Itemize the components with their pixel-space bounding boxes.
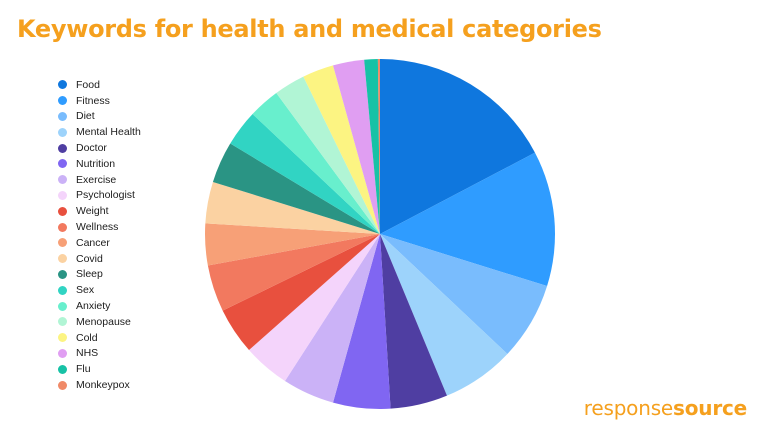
legend-label: Mental Health xyxy=(76,126,141,139)
legend-swatch xyxy=(58,301,67,311)
pie-slice-cold xyxy=(303,65,380,235)
legend-label: Psychologist xyxy=(76,189,135,202)
legend-item: Flu xyxy=(58,361,141,377)
legend-item: Monkeypox xyxy=(58,377,141,393)
legend-label: Sex xyxy=(76,284,95,297)
legend-item: Anxiety xyxy=(58,298,141,314)
pie-slice-exercise xyxy=(284,234,380,403)
legend-label: Monkeypox xyxy=(76,379,130,392)
pie-slice-flu xyxy=(364,59,380,235)
legend-item: Menopause xyxy=(58,314,141,330)
legend-label: Diet xyxy=(76,110,95,123)
responsesource-logo: responsesource xyxy=(584,396,747,420)
legend-label: Anxiety xyxy=(76,300,111,313)
pie-slice-anxiety xyxy=(252,93,380,234)
legend-item: NHS xyxy=(58,346,141,362)
pie-slice-wellness xyxy=(207,234,380,311)
legend-label: Doctor xyxy=(76,142,107,155)
legend-item: Mental Health xyxy=(58,124,141,140)
legend-swatch xyxy=(58,254,67,264)
legend-swatch xyxy=(58,111,67,121)
pie-slice-menopause xyxy=(276,76,380,234)
legend-swatch xyxy=(58,175,67,185)
legend-swatch xyxy=(58,348,67,358)
legend-label: Food xyxy=(76,78,100,91)
pie-slice-nhs xyxy=(333,59,380,234)
legend-item: Sex xyxy=(58,282,141,298)
legend-swatch xyxy=(58,190,67,200)
legend-swatch xyxy=(58,364,67,374)
legend-swatch xyxy=(58,238,67,248)
legend-item: Cold xyxy=(58,330,141,346)
legend-label: Weight xyxy=(76,205,109,218)
pie-slice-food xyxy=(380,59,535,234)
legend-label: Nutrition xyxy=(76,157,116,170)
legend-swatch xyxy=(58,80,67,90)
legend-item: Psychologist xyxy=(58,188,141,204)
legend-label: Menopause xyxy=(76,315,131,328)
legend-swatch xyxy=(58,285,67,295)
legend-label: Cancer xyxy=(76,236,110,249)
legend-label: Covid xyxy=(76,252,103,265)
legend-item: Covid xyxy=(58,251,141,267)
pie-slice-doctor xyxy=(380,234,447,409)
legend-swatch xyxy=(58,333,67,343)
legend-label: Cold xyxy=(76,331,98,344)
pie-slice-weight xyxy=(222,234,380,351)
pie-slice-mental-health xyxy=(380,234,508,396)
legend-swatch xyxy=(58,380,67,390)
pie-slice-monkeypox xyxy=(377,58,380,235)
legend-label: Wellness xyxy=(76,221,119,234)
pie-slice-fitness xyxy=(380,152,556,287)
legend-label: Fitness xyxy=(76,94,110,107)
pie-slice-covid xyxy=(205,181,380,234)
legend-swatch xyxy=(58,317,67,327)
legend-swatch xyxy=(58,269,67,279)
legend-item: Sleep xyxy=(58,267,141,283)
pie-slice-diet xyxy=(380,234,548,354)
pie-slice-cancer xyxy=(205,223,380,266)
chart-legend: Food Fitness Diet Mental Health Doctor Nutrit… xyxy=(58,77,141,393)
legend-item: Doctor xyxy=(58,140,141,156)
legend-swatch xyxy=(58,96,67,106)
legend-item: Fitness xyxy=(58,93,141,109)
legend-item: Wellness xyxy=(58,219,141,235)
legend-swatch xyxy=(58,143,67,153)
logo-part-source: source xyxy=(673,396,747,420)
legend-label: Exercise xyxy=(76,173,117,186)
legend-label: Flu xyxy=(76,363,91,376)
legend-item: Weight xyxy=(58,203,141,219)
legend-label: Sleep xyxy=(76,268,103,281)
logo-part-response: response xyxy=(583,396,674,420)
legend-swatch xyxy=(58,222,67,232)
legend-item: Nutrition xyxy=(58,156,141,172)
legend-swatch xyxy=(58,206,67,216)
legend-item: Cancer xyxy=(58,235,141,251)
chart-title: Keywords for health and medical categori… xyxy=(17,15,602,43)
legend-label: NHS xyxy=(76,347,99,360)
legend-swatch xyxy=(58,127,67,137)
pie-slice-sleep xyxy=(212,143,380,234)
legend-item: Exercise xyxy=(58,172,141,188)
pie-slice-sex xyxy=(230,114,380,234)
pie-slice-nutrition xyxy=(333,234,391,409)
legend-item: Diet xyxy=(58,109,141,125)
legend-item: Food xyxy=(58,77,141,93)
pie-slice-psychologist xyxy=(249,234,380,381)
legend-swatch xyxy=(58,159,67,169)
